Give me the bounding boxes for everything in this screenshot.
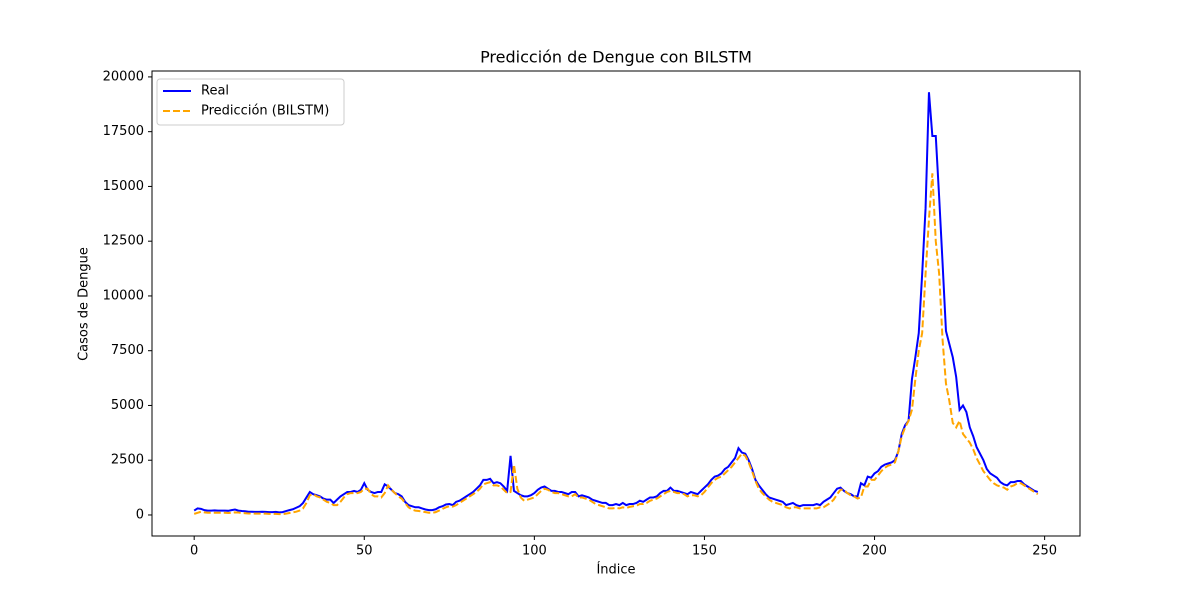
x-tick-label: 0 (190, 544, 198, 559)
line-series (193, 173, 1039, 516)
y-tick-label: 7500 (111, 343, 144, 358)
plot-frame (151, 70, 1081, 537)
y-tick-label: 2500 (111, 453, 144, 468)
x-tick-label: 150 (692, 544, 717, 559)
line-series (193, 92, 1039, 514)
y-axis-label: Casos de Dengue (77, 247, 92, 361)
legend-label: Predicción (BILSTM) (201, 104, 329, 119)
y-tick-label: 5000 (111, 398, 144, 413)
chart-title: Predicción de Dengue con BILSTM (480, 48, 752, 67)
legend-box (156, 78, 345, 126)
x-tick-label: 200 (862, 544, 887, 559)
x-axis-label: Índice (596, 562, 635, 578)
legend-label: Real (201, 84, 229, 99)
y-tick-label: 20000 (103, 69, 144, 84)
y-tick-label: 17500 (103, 124, 144, 139)
y-tick-label: 0 (136, 507, 144, 522)
x-tick-label: 250 (1032, 544, 1057, 559)
y-tick-label: 10000 (103, 288, 144, 303)
y-tick-label: 15000 (103, 179, 144, 194)
y-tick-label: 12500 (103, 234, 144, 249)
x-tick-label: 50 (356, 544, 373, 559)
x-tick-label: 100 (522, 544, 547, 559)
